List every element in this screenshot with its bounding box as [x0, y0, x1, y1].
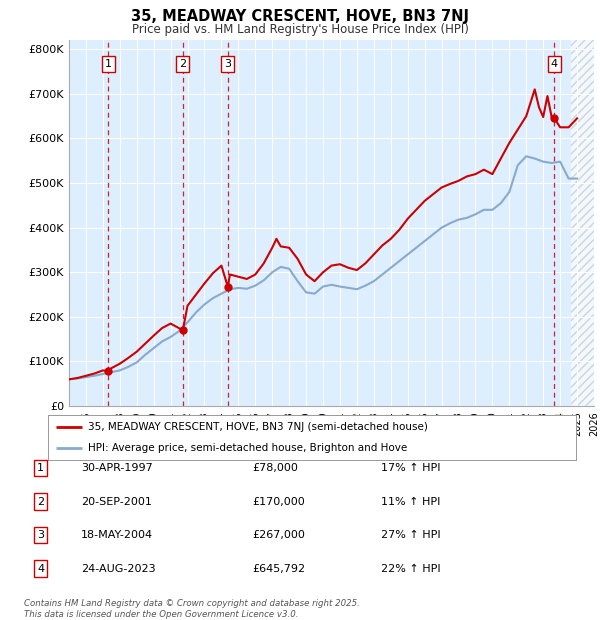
Text: 1: 1: [105, 59, 112, 69]
Text: Contains HM Land Registry data © Crown copyright and database right 2025.
This d: Contains HM Land Registry data © Crown c…: [24, 600, 360, 619]
Text: £267,000: £267,000: [252, 530, 305, 540]
Text: 18-MAY-2004: 18-MAY-2004: [81, 530, 153, 540]
Text: 4: 4: [551, 59, 558, 69]
Text: £78,000: £78,000: [252, 463, 298, 473]
Text: 11% ↑ HPI: 11% ↑ HPI: [381, 497, 440, 507]
Text: 30-APR-1997: 30-APR-1997: [81, 463, 153, 473]
Text: £645,792: £645,792: [252, 564, 305, 574]
Text: 3: 3: [224, 59, 232, 69]
Text: 35, MEADWAY CRESCENT, HOVE, BN3 7NJ (semi-detached house): 35, MEADWAY CRESCENT, HOVE, BN3 7NJ (sem…: [88, 422, 427, 433]
Text: 2: 2: [179, 59, 187, 69]
Text: 24-AUG-2023: 24-AUG-2023: [81, 564, 155, 574]
Text: Price paid vs. HM Land Registry's House Price Index (HPI): Price paid vs. HM Land Registry's House …: [131, 23, 469, 36]
Text: 1: 1: [37, 463, 44, 473]
Text: 3: 3: [37, 530, 44, 540]
Text: 27% ↑ HPI: 27% ↑ HPI: [381, 530, 440, 540]
Text: 20-SEP-2001: 20-SEP-2001: [81, 497, 152, 507]
Text: 22% ↑ HPI: 22% ↑ HPI: [381, 564, 440, 574]
Text: 4: 4: [37, 564, 44, 574]
Text: HPI: Average price, semi-detached house, Brighton and Hove: HPI: Average price, semi-detached house,…: [88, 443, 407, 453]
Text: £170,000: £170,000: [252, 497, 305, 507]
Text: 35, MEADWAY CRESCENT, HOVE, BN3 7NJ: 35, MEADWAY CRESCENT, HOVE, BN3 7NJ: [131, 9, 469, 24]
Text: 2: 2: [37, 497, 44, 507]
Text: 17% ↑ HPI: 17% ↑ HPI: [381, 463, 440, 473]
Bar: [571, 40, 594, 406]
